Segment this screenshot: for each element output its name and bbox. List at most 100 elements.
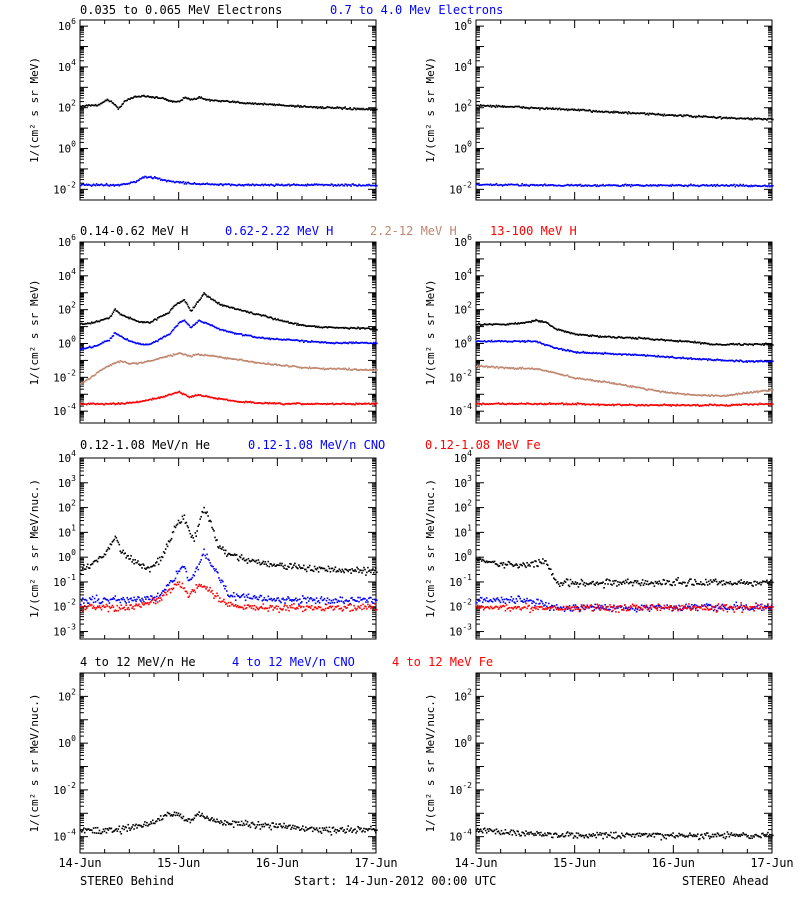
panel-r2-ahead-point xyxy=(590,379,593,382)
panel-r1-ahead-point xyxy=(503,184,506,186)
panel-r2-ahead-point xyxy=(516,340,519,342)
panel-r2-behind-point xyxy=(369,403,371,405)
panel-r3-behind-point xyxy=(255,559,258,562)
panel-r1-ahead-point xyxy=(568,184,571,187)
panel-r2-behind-point xyxy=(265,315,268,318)
panel-r2-ahead-point xyxy=(683,340,685,343)
panel-r1-behind-point xyxy=(363,108,365,111)
panel-r1-ahead-point xyxy=(617,184,619,187)
panel-r3-behind-point xyxy=(235,554,238,556)
panel-r2-ahead-point xyxy=(627,385,629,388)
panel-r3-behind-point xyxy=(97,598,100,600)
panel-r2-behind-point xyxy=(235,333,238,335)
panel-r1-ahead-point xyxy=(731,117,734,119)
panel-r1-behind-point xyxy=(221,100,223,102)
panel-r2-ahead-point xyxy=(558,402,561,405)
panel-r2-ahead-point xyxy=(593,334,595,337)
panel-r2-ahead-point xyxy=(537,319,539,322)
panel-r2-ahead-point xyxy=(594,352,596,354)
panel-r2-ahead-point xyxy=(648,404,651,406)
panel-r2-ahead-point xyxy=(586,378,589,380)
panel-r3-behind-point xyxy=(275,565,277,567)
panel-r1-ahead-point xyxy=(666,184,668,187)
panel-r2-behind-point xyxy=(206,295,208,298)
panel-r1-behind-ytick-label: 10-2 xyxy=(53,180,76,196)
panel-r2-behind-point xyxy=(80,348,82,351)
panel-r2-ahead-point xyxy=(720,404,723,406)
panel-r2-ahead-point xyxy=(531,340,533,343)
panel-r2-ahead-point xyxy=(681,340,683,343)
panel-r1-behind-point xyxy=(323,184,326,186)
panel-r1-ahead-point xyxy=(724,117,727,119)
panel-r1-ahead-point xyxy=(554,184,557,187)
panel-r1-behind-point xyxy=(111,184,114,186)
panel-r3-behind-point xyxy=(157,557,159,560)
panel-r2-behind-point xyxy=(364,369,366,371)
panel-r2-behind-point xyxy=(375,402,377,405)
panel-r2-behind-point xyxy=(258,313,261,316)
panel-r1-behind-point xyxy=(281,183,283,186)
panel-r2-ahead-point xyxy=(718,395,721,397)
panel-r2-ahead-point xyxy=(708,403,711,405)
panel-r2-ahead-point xyxy=(747,404,749,406)
panel-r2-ahead-point xyxy=(692,341,694,343)
panel-r3-behind-point xyxy=(106,548,109,551)
panel-r2-ahead-point xyxy=(553,402,555,405)
panel-r2-ahead-point xyxy=(706,359,709,362)
panel-r2-ahead-point xyxy=(732,393,735,396)
panel-r2-ahead-point xyxy=(607,352,609,355)
panel-r1-ahead-point xyxy=(541,184,543,186)
panel-r2-behind-point xyxy=(98,343,101,346)
panel-r1-ahead-point xyxy=(766,119,768,121)
panel-r1-ahead-point xyxy=(737,185,740,187)
panel-r2-ahead-point xyxy=(591,379,593,381)
panel-r2-behind-point xyxy=(202,321,204,324)
panel-r2-ahead-point xyxy=(559,403,562,405)
panel-r3-behind-point xyxy=(269,563,271,565)
panel-r2-behind-point xyxy=(290,339,292,341)
panel-r2-ahead-point xyxy=(604,335,606,338)
panel-r1-behind-point xyxy=(215,183,217,186)
panel-r1-ahead-point xyxy=(736,117,739,120)
panel-r2-ahead-point xyxy=(593,352,595,355)
panel-r2-behind-point xyxy=(249,360,252,363)
panel-r1-behind-point xyxy=(305,106,307,108)
panel-r2-ahead-point xyxy=(493,402,496,405)
panel-r1-behind-point xyxy=(359,108,361,111)
panel-r1-behind-point xyxy=(211,99,213,101)
panel-r2-behind-point xyxy=(83,403,85,405)
panel-r2-behind-point xyxy=(185,394,188,396)
panel-r2-ahead-point xyxy=(684,394,686,396)
panel-r2-behind-point xyxy=(330,326,333,328)
panel-r1-ahead-point xyxy=(671,183,673,186)
panel-r1-behind-point xyxy=(179,181,182,183)
panel-r1-behind-point xyxy=(119,106,122,108)
panel-r2-behind-point xyxy=(145,321,147,324)
panel-r2-behind-point xyxy=(195,394,197,397)
panel-r2-ahead-point xyxy=(672,404,674,406)
panel-r3-behind-point xyxy=(152,565,154,567)
panel-r1-ahead-point xyxy=(584,184,587,186)
panel-r2-behind-point xyxy=(222,328,224,331)
panel-r1-ahead-point xyxy=(678,114,680,117)
panel-r3-behind-point xyxy=(223,549,225,551)
panel-r2-behind-point xyxy=(102,367,105,370)
panel-r2-ahead-point xyxy=(718,404,721,407)
panel-r1-ahead-point xyxy=(706,185,709,187)
panel-r2-ahead-point xyxy=(606,335,608,338)
panel-r2-behind-point xyxy=(257,313,260,315)
panel-r2-ahead-point xyxy=(688,393,690,396)
panel-r1-behind-point xyxy=(371,184,373,187)
panel-r1-ahead-point xyxy=(669,184,671,186)
panel-r2-behind-point xyxy=(301,339,303,342)
panel-r2-behind-point xyxy=(261,336,264,339)
panel-r2-ahead-point xyxy=(734,404,737,406)
panel-r3-behind-point xyxy=(376,571,378,574)
panel-r1-ahead-point xyxy=(694,115,696,118)
panel-r3-behind-point xyxy=(108,602,111,604)
panel-r2-ahead-point xyxy=(636,354,639,356)
panel-r2-ahead-point xyxy=(507,367,510,370)
panel-r3-behind-point xyxy=(374,569,376,572)
panel-r1-behind-point xyxy=(135,96,137,98)
panel-r2-behind-point xyxy=(174,326,177,328)
